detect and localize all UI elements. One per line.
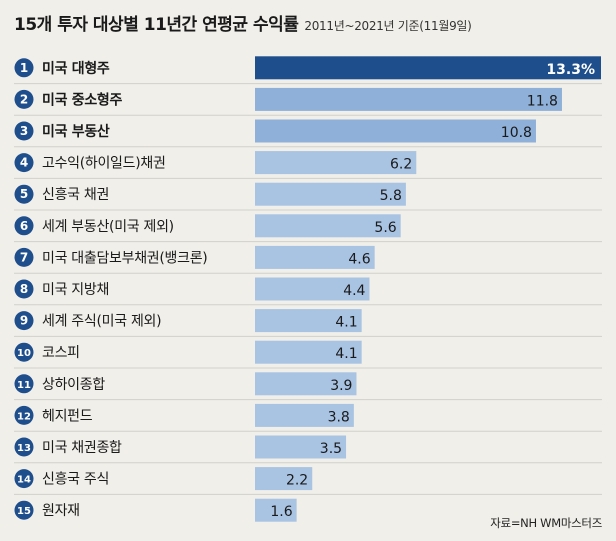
bar-value-label: 6.2 [390,157,412,173]
rank-circle [14,279,34,299]
rank-number: 6 [20,219,28,233]
bar [255,119,536,143]
bar [255,277,370,301]
bar [255,467,313,491]
category-label: 원자재 [42,503,80,519]
category-label: 코스피 [42,345,80,361]
bar [255,372,357,396]
category-label: 미국 채권종합 [42,440,122,456]
bar-value-label: 1.6 [270,504,292,520]
bar [255,151,417,175]
rank-number: 5 [20,187,28,201]
category-label: 미국 대형주 [42,60,110,77]
rank-number: 3 [20,124,28,138]
category-label: 세계 부동산(미국 제외) [42,219,174,235]
bar [255,214,401,238]
rank-circle [14,216,34,236]
category-label: 신흥국 주식 [42,472,109,488]
rank-circle [14,311,34,331]
bar [255,56,601,80]
rank-number: 9 [20,314,28,328]
bar-value-label: 11.8 [527,93,558,109]
rank-circle [14,469,34,489]
rank-number: 10 [17,348,31,359]
bar-value-label: 5.8 [380,188,402,204]
bar [255,340,362,364]
rank-circle [14,153,34,173]
rank-circle [14,89,34,109]
category-label: 고수익(하이일드)채권 [42,156,166,172]
rank-number: 12 [17,411,31,422]
category-label: 세계 주식(미국 제외) [42,314,161,330]
category-label: 미국 부동산 [42,123,110,140]
rank-circle [14,247,34,267]
rank-number: 14 [17,475,31,486]
chart-subtitle: 2011년~2021년 기준(11월9일) [304,19,472,33]
rank-number: 8 [20,282,28,296]
bar [255,309,362,333]
category-label: 상하이종합 [42,377,105,393]
category-label: 미국 대출담보부채권(뱅크론) [42,250,207,266]
rank-circle [14,121,34,141]
bar [255,182,406,206]
bar-value-label: 5.6 [374,220,396,236]
rank-circle [14,437,34,457]
bar [255,403,354,427]
rank-circle [14,58,34,78]
rank-number: 13 [17,443,31,454]
bar [255,435,347,459]
bar-value-label: 4.6 [348,251,370,267]
rank-number: 11 [17,380,31,391]
rank-number: 15 [17,506,31,517]
bar [255,87,562,111]
bar-value-label: 3.9 [330,378,352,394]
rank-number: 4 [20,156,28,170]
rank-number: 7 [20,250,28,264]
bar-value-label: 4.1 [335,315,357,331]
rank-number: 1 [20,61,28,75]
rank-circle [14,184,34,204]
bar [255,498,297,522]
rank-circle [14,405,34,425]
category-label: 헤지펀드 [42,408,93,424]
rank-circle [14,500,34,520]
category-label: 미국 중소형주 [42,91,122,108]
category-label: 미국 지방채 [42,282,109,298]
rank-number: 2 [20,92,28,106]
bar [255,245,375,269]
bar-value-label: 3.5 [320,441,342,457]
chart-title: 15개 투자 대상별 11년간 연평균 수익률 [14,15,299,35]
source-note: 자료=NH WM마스터즈 [490,516,602,530]
bar-value-label: 2.2 [286,473,308,489]
bar-value-label: 4.4 [343,283,365,299]
bar-value-label: 10.8 [501,125,532,141]
rank-circle [14,374,34,394]
chart-header: 15개 투자 대상별 11년간 연평균 수익률 2011년~2021년 기준(11… [14,10,472,35]
bar-value-label: 3.8 [328,409,350,425]
category-label: 신흥국 채권 [42,187,109,203]
bar-value-label: 4.1 [335,346,357,362]
rank-circle [14,342,34,362]
bar-value-label: 13.3% [546,62,595,78]
